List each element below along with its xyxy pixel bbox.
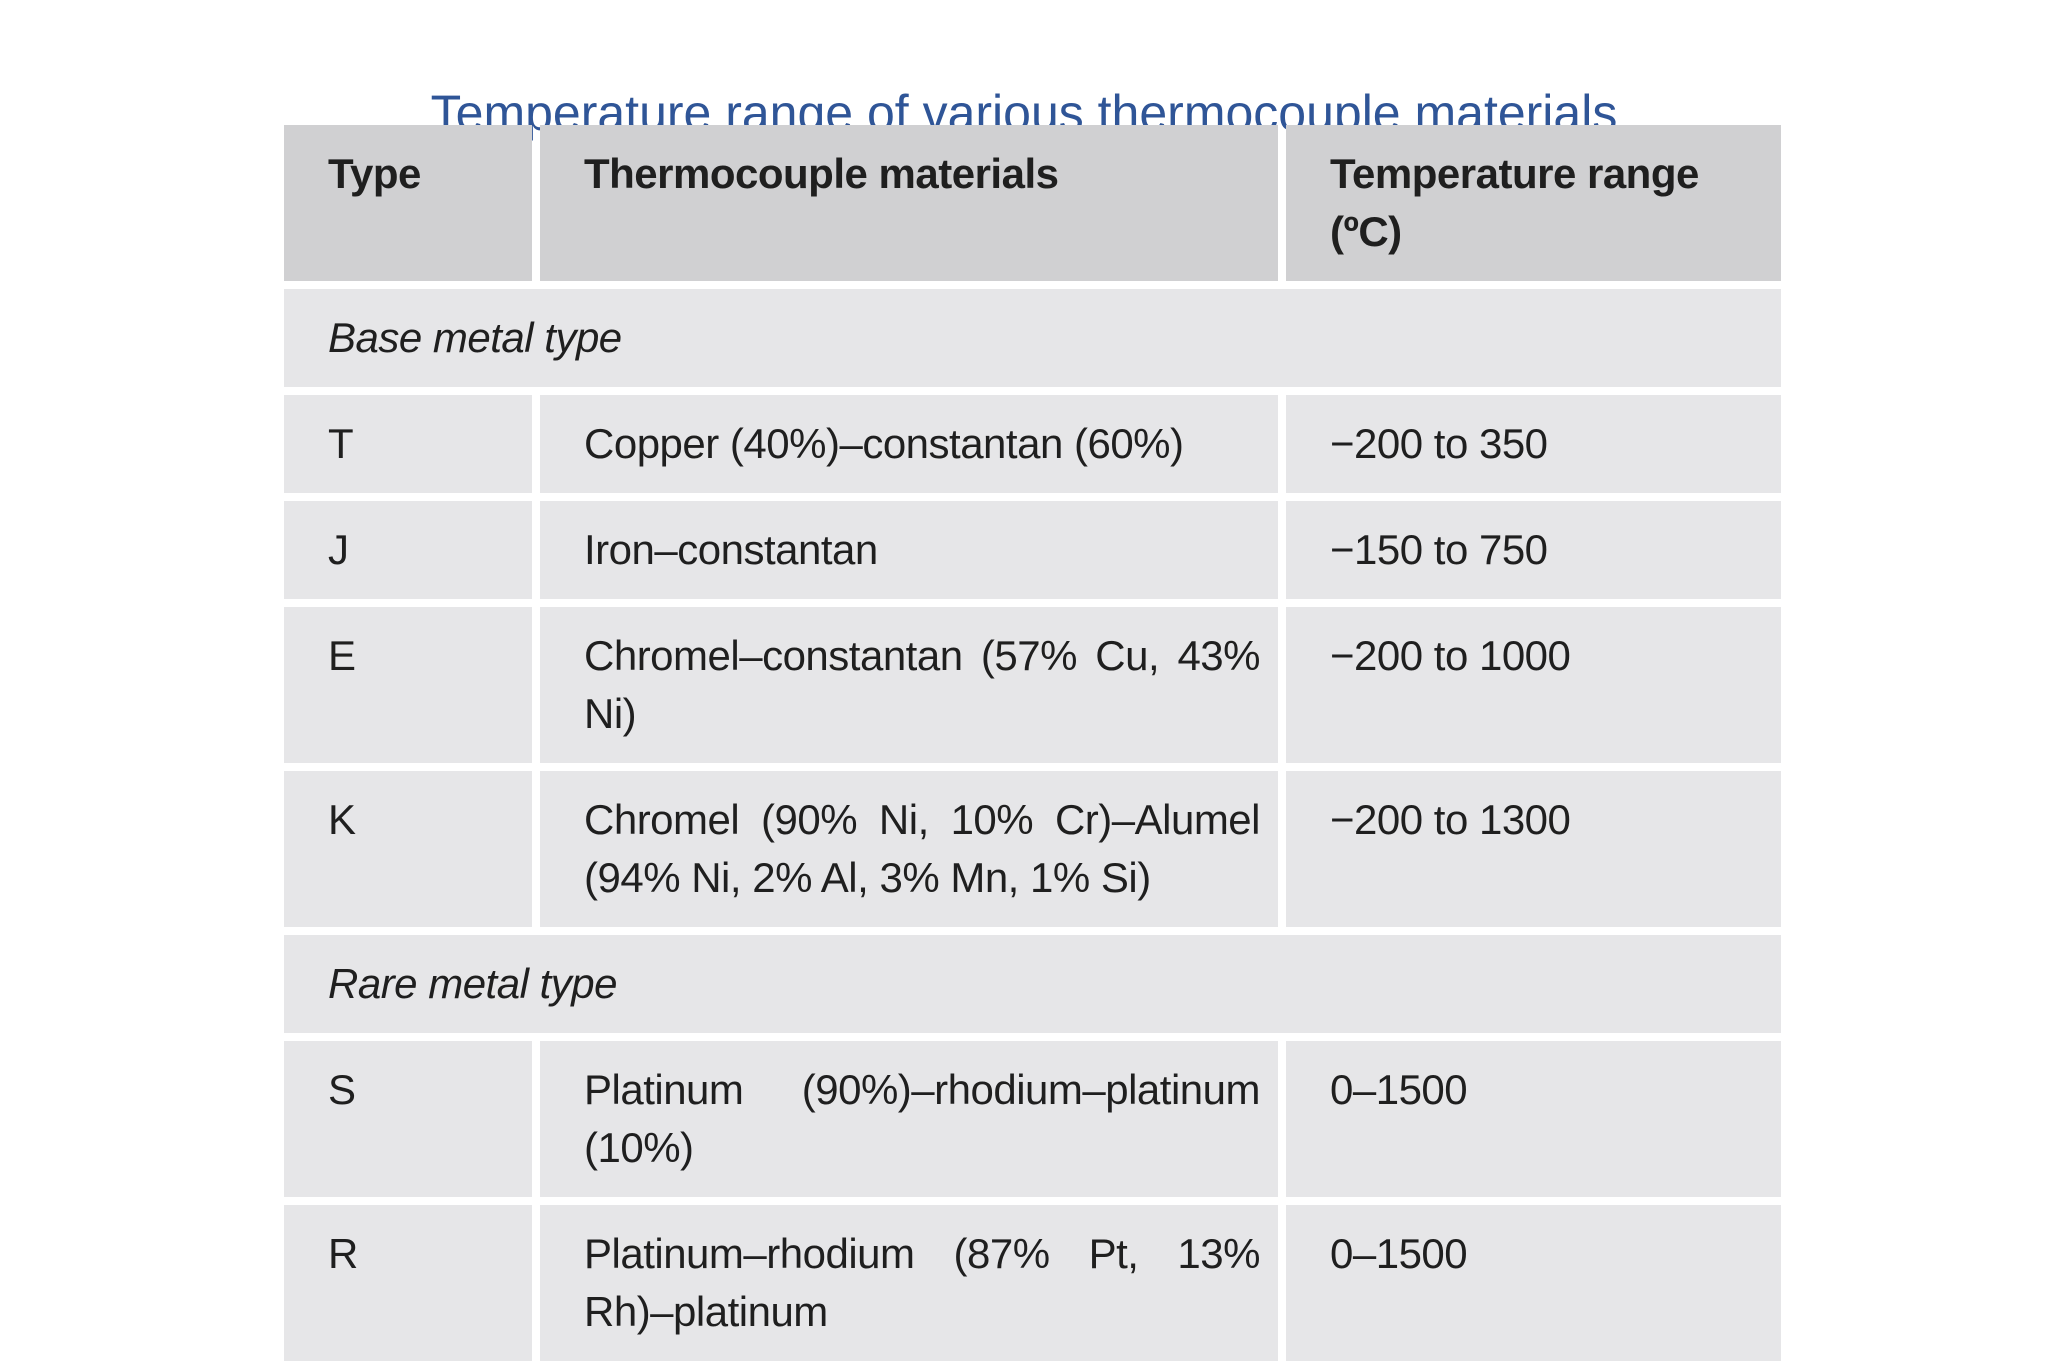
cell-type: E bbox=[284, 607, 532, 763]
cell-materials: Platinum (90%)–rhodium–platinum (10%) bbox=[540, 1041, 1278, 1197]
cell-type: R bbox=[284, 1205, 532, 1361]
group-row-base-metal: Base metal type bbox=[284, 289, 1781, 387]
table-row: T Copper (40%)–constantan (60%) −200 to … bbox=[284, 395, 1781, 493]
group-row-rare-metal: Rare metal type bbox=[284, 935, 1781, 1033]
thermocouple-table-container: Type Thermocouple materials Temperature … bbox=[284, 125, 1781, 1361]
cell-type: J bbox=[284, 501, 532, 599]
cell-materials: Platinum–rhodium (87% Pt, 13% Rh)–platin… bbox=[540, 1205, 1278, 1361]
cell-range: −200 to 1300 bbox=[1286, 771, 1781, 927]
table-row: J Iron–constantan −150 to 750 bbox=[284, 501, 1781, 599]
table-row: R Platinum–rhodium (87% Pt, 13% Rh)–plat… bbox=[284, 1205, 1781, 1361]
cell-range: 0–1500 bbox=[1286, 1205, 1781, 1361]
table-header-row: Type Thermocouple materials Temperature … bbox=[284, 125, 1781, 281]
header-type: Type bbox=[284, 125, 532, 281]
cell-materials: Chromel–constantan (57% Cu, 43% Ni) bbox=[540, 607, 1278, 763]
cell-range: −200 to 1000 bbox=[1286, 607, 1781, 763]
cell-type: K bbox=[284, 771, 532, 927]
table-row: S Platinum (90%)–rhodium–platinum (10%) … bbox=[284, 1041, 1781, 1197]
group-label-rare-metal: Rare metal type bbox=[284, 935, 1781, 1033]
header-materials: Thermocouple materials bbox=[540, 125, 1278, 281]
group-label-base-metal: Base metal type bbox=[284, 289, 1781, 387]
cell-range: 0–1500 bbox=[1286, 1041, 1781, 1197]
cell-range: −150 to 750 bbox=[1286, 501, 1781, 599]
table-row: E Chromel–constantan (57% Cu, 43% Ni) −2… bbox=[284, 607, 1781, 763]
cell-range: −200 to 350 bbox=[1286, 395, 1781, 493]
header-temperature-range: Temperature range (ºC) bbox=[1286, 125, 1781, 281]
cell-materials: Iron–constantan bbox=[540, 501, 1278, 599]
cell-materials: Copper (40%)–constantan (60%) bbox=[540, 395, 1278, 493]
cell-type: S bbox=[284, 1041, 532, 1197]
table-row: K Chromel (90% Ni, 10% Cr)–Alumel (94% N… bbox=[284, 771, 1781, 927]
thermocouple-table: Type Thermocouple materials Temperature … bbox=[276, 117, 1789, 1369]
cell-materials: Chromel (90% Ni, 10% Cr)–Alumel (94% Ni,… bbox=[540, 771, 1278, 927]
cell-type: T bbox=[284, 395, 532, 493]
